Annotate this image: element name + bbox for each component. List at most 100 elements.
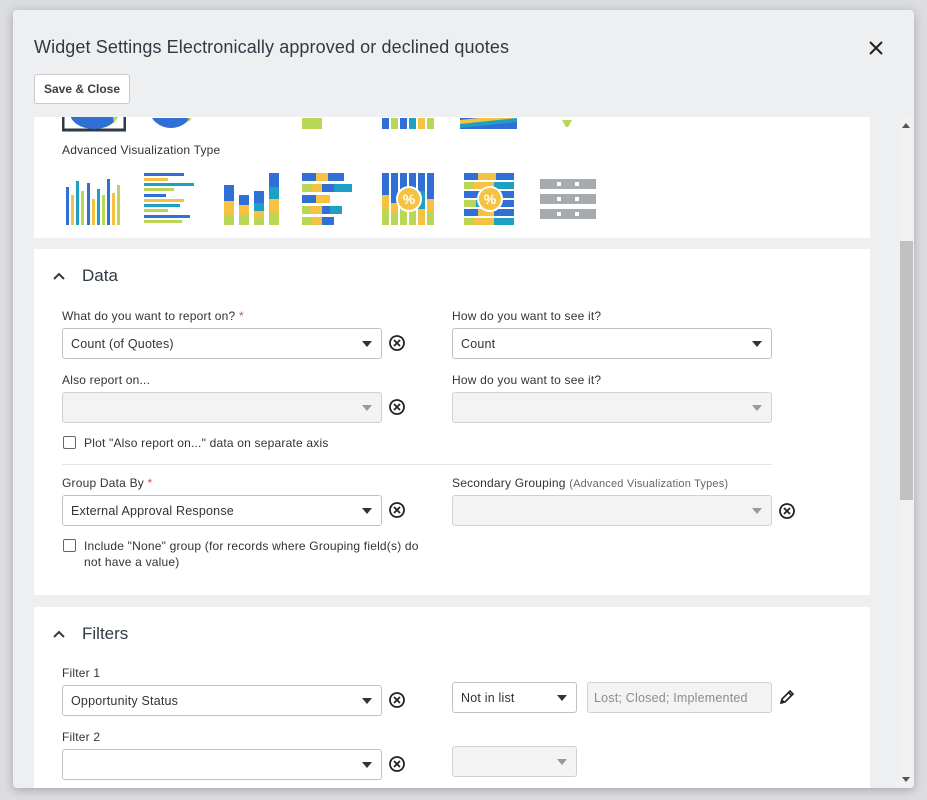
- adv-viz-clustered-bar[interactable]: [144, 173, 196, 225]
- chevron-down-icon: [557, 695, 567, 701]
- clear-filter2-icon[interactable]: [388, 755, 406, 773]
- modal-body[interactable]: Advanced Visualization Type: [13, 117, 914, 788]
- save-close-button[interactable]: Save & Close: [34, 74, 130, 104]
- chevron-down-icon: [752, 508, 762, 514]
- data-section-card: Data What do you want to report on? * Co…: [34, 249, 870, 595]
- filter1-field-select[interactable]: Opportunity Status: [62, 685, 382, 716]
- column-chart-icon: [382, 118, 434, 129]
- required-mark: *: [238, 309, 244, 323]
- secondary-grouping-label: Secondary Grouping (Advanced Visualizati…: [452, 476, 728, 490]
- clear-report-on-icon[interactable]: [388, 334, 406, 352]
- advanced-viz-label: Advanced Visualization Type: [62, 143, 221, 157]
- adv-viz-percent-stacked-column[interactable]: %: [382, 173, 438, 225]
- filter1-label: Filter 1: [62, 666, 101, 680]
- chevron-down-icon: [752, 405, 762, 411]
- filter1-value-input[interactable]: Lost; Closed; Implemented: [587, 682, 772, 713]
- group-by-label: Group Data By *: [62, 476, 152, 490]
- close-icon: [869, 41, 883, 55]
- donut-chart-icon: [151, 117, 193, 128]
- include-none-checkbox[interactable]: [63, 539, 76, 552]
- filter2-field-select[interactable]: [62, 749, 382, 780]
- section-divider: [62, 464, 772, 465]
- widget-settings-modal: Widget Settings Electronically approved …: [13, 10, 914, 788]
- see-it-select-2[interactable]: [452, 392, 772, 423]
- chevron-down-icon: [557, 759, 567, 765]
- clear-group-by-icon[interactable]: [388, 501, 406, 519]
- include-none-label: Include "None" group (for records where …: [84, 538, 419, 570]
- see-it-value: Count: [461, 336, 496, 351]
- see-it-select[interactable]: Count: [452, 328, 772, 359]
- report-on-label: What do you want to report on? *: [62, 309, 244, 323]
- adv-viz-table[interactable]: [540, 179, 598, 219]
- adv-viz-percent-stacked-bar[interactable]: %: [464, 173, 516, 225]
- visualization-card: Advanced Visualization Type: [34, 117, 870, 238]
- modal-scrollbar[interactable]: [899, 117, 914, 788]
- close-button[interactable]: [864, 36, 888, 60]
- data-section-title: Data: [82, 266, 118, 285]
- scrollbar-thumb[interactable]: [900, 241, 913, 500]
- filters-section-card: Filters Filter 1 Opportunity Status Not …: [34, 607, 870, 788]
- adv-viz-clustered-column[interactable]: [66, 173, 122, 225]
- basic-viz-pie-selected[interactable]: [62, 117, 126, 132]
- clustered-bar-icon: [144, 173, 194, 223]
- scroll-down-arrow-icon[interactable]: [902, 777, 910, 782]
- clustered-column-icon: [66, 179, 120, 225]
- filter1-operator-select[interactable]: Not in list: [452, 682, 577, 713]
- basic-viz-donut[interactable]: [146, 117, 196, 129]
- chevron-down-icon: [362, 508, 372, 514]
- chevron-down-icon: [752, 341, 762, 347]
- clear-filter1-icon[interactable]: [388, 691, 406, 709]
- separate-axis-label: Plot "Also report on..." data on separat…: [84, 436, 329, 450]
- scroll-up-arrow-icon[interactable]: [902, 123, 910, 128]
- group-by-value: External Approval Response: [71, 503, 234, 518]
- basic-viz-column[interactable]: [382, 117, 438, 129]
- basic-viz-funnel[interactable]: [560, 117, 574, 127]
- report-on-value: Count (of Quotes): [71, 336, 174, 351]
- basic-viz-area[interactable]: [460, 117, 518, 129]
- stacked-column-icon: [224, 173, 279, 225]
- filters-section-title: Filters: [82, 624, 129, 643]
- chevron-down-icon: [362, 405, 372, 411]
- table-icon: [540, 179, 596, 219]
- area-chart-icon: [460, 117, 517, 129]
- filter1-field-value: Opportunity Status: [71, 693, 179, 708]
- include-none-label-line2: not have a value): [84, 555, 180, 569]
- also-report-label: Also report on...: [62, 373, 151, 387]
- separate-axis-checkbox[interactable]: [63, 436, 76, 449]
- chevron-down-icon: [362, 341, 372, 347]
- required-mark: *: [147, 476, 153, 490]
- modal-title: Widget Settings Electronically approved …: [34, 37, 510, 57]
- percent-symbol: %: [403, 191, 416, 207]
- basic-viz-bar[interactable]: [302, 117, 324, 129]
- percent-stacked-column-icon: %: [382, 173, 434, 225]
- clear-secondary-grouping-icon[interactable]: [778, 502, 796, 520]
- report-on-select[interactable]: Count (of Quotes): [62, 328, 382, 359]
- report-on-label-text: What do you want to report on?: [62, 309, 236, 323]
- percent-symbol: %: [484, 191, 497, 207]
- collapse-filters-caret-icon[interactable]: [52, 627, 66, 641]
- filter2-operator-select[interactable]: [452, 746, 577, 777]
- secondary-grouping-select[interactable]: [452, 495, 772, 526]
- secondary-grouping-label-text: Secondary Grouping: [452, 476, 566, 490]
- bar-chart-icon: [302, 118, 322, 129]
- pie-chart-icon: [62, 117, 126, 132]
- clear-also-report-icon[interactable]: [388, 398, 406, 416]
- basic-viz-line[interactable]: [224, 117, 284, 123]
- adv-viz-stacked-column[interactable]: [224, 173, 280, 225]
- edit-filter1-pencil-icon[interactable]: [778, 688, 796, 706]
- percent-stacked-bar-icon: %: [464, 173, 514, 225]
- see-it-label-2: How do you want to see it?: [452, 373, 602, 387]
- group-by-select[interactable]: External Approval Response: [62, 495, 382, 526]
- see-it-label: How do you want to see it?: [452, 309, 602, 323]
- adv-viz-stacked-bar[interactable]: [302, 173, 356, 225]
- modal-header: Widget Settings Electronically approved …: [13, 10, 914, 117]
- chevron-down-icon: [362, 698, 372, 704]
- include-none-label-line1: Include "None" group (for records where …: [84, 539, 419, 553]
- group-by-label-text: Group Data By: [62, 476, 144, 490]
- collapse-data-caret-icon[interactable]: [52, 269, 66, 283]
- stacked-bar-icon: [302, 173, 352, 225]
- chevron-down-icon: [362, 762, 372, 768]
- also-report-select[interactable]: [62, 392, 382, 423]
- filter1-operator-value: Not in list: [461, 690, 515, 705]
- secondary-grouping-hint: (Advanced Visualization Types): [569, 478, 729, 490]
